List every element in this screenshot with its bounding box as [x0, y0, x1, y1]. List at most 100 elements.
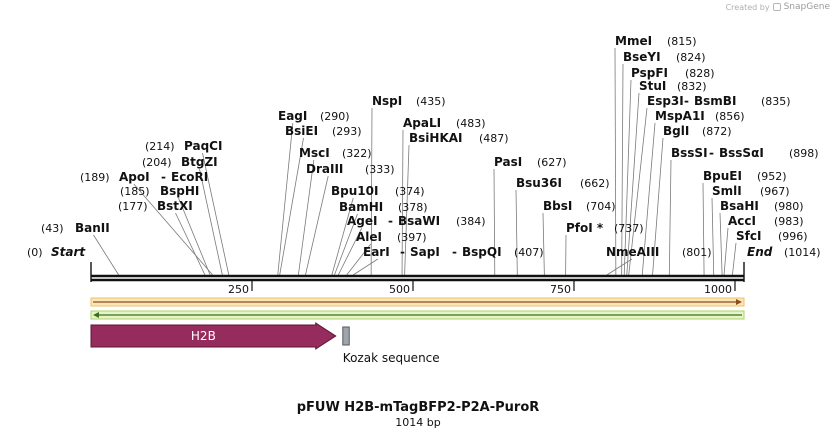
site-bamhi-leader — [334, 213, 358, 276]
site-nmeaiii-leader — [606, 258, 633, 276]
site-eari-position: (407) — [514, 246, 544, 259]
site-alei-name: AleI — [356, 230, 382, 244]
site-bseyi-position: (824) — [676, 51, 706, 64]
site-labels: (43) BanII(177) BstXI(185) BspHI(189) ApoI - E… — [27, 34, 821, 259]
site-bsihkai-name: BsiHKAI — [409, 131, 463, 145]
site-bsphi-position: (185) — [120, 185, 150, 198]
site-stui-position: (832) — [677, 80, 707, 93]
site-apali-name: ApaLI — [403, 116, 441, 130]
end-position: (1014) — [784, 246, 821, 259]
site-apoi-dash: - — [161, 170, 166, 184]
site-nmeaiii-position: (801) — [682, 246, 712, 259]
tick-label-500: 500 — [389, 283, 410, 296]
site-bsiei-name: BsiEI — [285, 124, 318, 138]
site-bstxi-position: (177) — [118, 200, 148, 213]
site-mmei-leader — [614, 47, 617, 276]
reverse-strand-arrow-icon — [93, 312, 99, 318]
site-bseyi-name: BseYI — [623, 50, 661, 64]
site-mspa1i-leader — [641, 122, 656, 276]
site-draiii-leader — [305, 175, 329, 276]
site-pspfi-position: (828) — [685, 67, 715, 80]
site-mspa1i-position: (856) — [715, 110, 745, 123]
site-eari-name: EarI — [363, 245, 390, 259]
forward-strand-arrow-icon — [736, 299, 742, 305]
site-nspi-position: (435) — [416, 95, 446, 108]
site-bamhi-name: BamHI — [339, 200, 383, 214]
credit-brand: SnapGene — [783, 2, 830, 12]
site-apoi-name: ApoI — [119, 170, 150, 184]
site-acci-leader — [723, 227, 729, 276]
site-banii-name: BanII — [75, 221, 110, 235]
site-acci-position: (983) — [774, 215, 804, 228]
site-eari-dash2: - — [452, 245, 457, 259]
site-pfoi-position: (737) — [614, 222, 644, 235]
tick-label-750: 750 — [550, 283, 571, 296]
site-apoi-partner: EcoRI — [171, 170, 208, 184]
site-apali-leader — [401, 129, 404, 276]
site-eagi-name: EagI — [278, 109, 307, 123]
site-smli-leader — [711, 197, 715, 276]
site-draiii-position: (333) — [365, 163, 395, 176]
site-agei-position: (384) — [456, 215, 486, 228]
site-pasi-name: PasI — [494, 155, 522, 169]
site-apali-position: (483) — [456, 117, 486, 130]
site-bpuei-position: (952) — [757, 170, 787, 183]
site-apoi-position: (189) — [80, 171, 110, 184]
site-pspfi-leader — [623, 79, 632, 276]
site-eari-leader — [352, 258, 379, 276]
site-bsssi-position: (898) — [789, 147, 819, 160]
site-stui-name: StuI — [639, 79, 666, 93]
site-leader-lines — [93, 47, 737, 276]
site-eagi-leader — [277, 122, 294, 276]
site-sfci-name: SfcI — [736, 229, 761, 243]
site-bsu36i-position: (662) — [580, 177, 610, 190]
site-esp3i-position: (835) — [761, 95, 791, 108]
site-alei-position: (397) — [397, 231, 427, 244]
site-bbsi-position: (704) — [586, 200, 616, 213]
site-bamhi-position: (378) — [398, 201, 428, 214]
site-nspi-leader — [370, 107, 373, 276]
site-esp3i-partner: BsmBI — [694, 94, 736, 108]
site-esp3i-name: Esp3I — [647, 94, 684, 108]
site-pspfi-name: PspFI — [631, 66, 668, 80]
site-bgli-leader — [652, 137, 664, 276]
site-smli-position: (967) — [760, 185, 790, 198]
site-bsihkai-leader — [404, 144, 410, 276]
site-draiii-name: DraIII — [306, 162, 343, 176]
site-paqci-leader — [202, 152, 230, 276]
credit-prefix: Created by — [725, 2, 770, 12]
sequence-ruler: 250 500 750 1000 — [90, 262, 745, 296]
site-bsihkai-position: (487) — [479, 132, 509, 145]
site-bpuei-leader — [702, 182, 705, 276]
site-agei-leader — [337, 227, 363, 276]
site-bpu10i-leader — [331, 197, 354, 276]
site-bsphi-name: BspHI — [160, 184, 199, 198]
end-label: End — [747, 245, 773, 259]
site-bsssi-name: BssSI — [671, 146, 708, 160]
snapgene-logo-icon — [772, 3, 781, 11]
site-bsu36i-name: Bsu36I — [516, 176, 562, 190]
site-banii-leader — [93, 234, 120, 276]
site-bsu36i-leader — [515, 189, 518, 276]
feature-h2b-label: H2B — [191, 329, 216, 343]
site-msci-name: MscI — [299, 146, 330, 160]
site-acci-name: AccI — [728, 214, 756, 228]
site-bsssi-dash: - — [709, 146, 714, 160]
snapgene-credit: Created by SnapGene — [726, 2, 830, 12]
start-position: (0) — [27, 246, 43, 259]
tick-label-1000: 1000 — [704, 283, 732, 296]
site-esp3i-dash: - — [684, 94, 689, 108]
site-agei-partner: BsaWI — [398, 214, 440, 228]
site-mmei-name: MmeI — [615, 34, 652, 48]
site-pasi-position: (627) — [537, 156, 567, 169]
site-bsphi-leader — [178, 197, 211, 276]
site-bsahi-leader — [719, 212, 723, 276]
map-subtitle: 1014 bp — [395, 416, 441, 429]
site-bstxi-leader — [175, 212, 206, 276]
site-sfci-leader — [732, 242, 737, 276]
site-bsiei-leader — [279, 137, 304, 276]
site-btgzi-name: BtgZI — [181, 155, 218, 169]
site-apoi-leader — [133, 183, 214, 276]
site-btgzi-leader — [199, 168, 223, 276]
